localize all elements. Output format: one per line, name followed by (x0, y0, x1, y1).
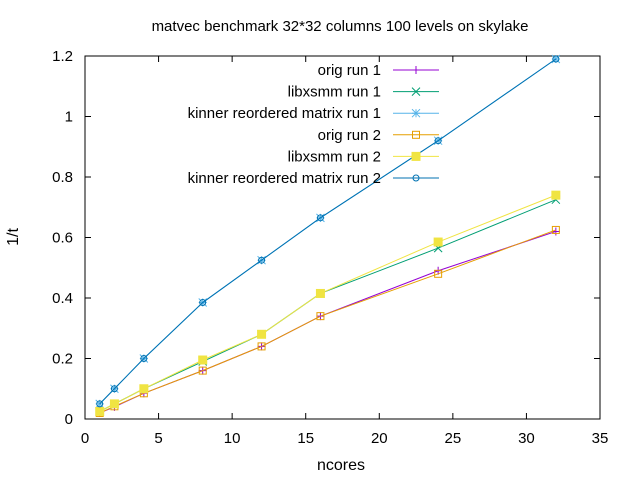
axis-ticks (84, 55, 601, 420)
data-point (412, 130, 420, 139)
data-point (198, 366, 207, 375)
legend: orig run 1 libxsmm run 1 kinner reordered … (188, 62, 439, 187)
y-tick-label: 0.4 (52, 290, 73, 307)
y-tick-label: 0.6 (52, 230, 73, 247)
x-axis-label: ncores (317, 457, 365, 474)
legend-entry: kinner reordered matrix run 2 (188, 170, 439, 187)
y-tick-label: 0.8 (52, 169, 73, 186)
x-tick-label: 0 (81, 430, 89, 447)
data-point (95, 399, 105, 409)
series-2 (95, 195, 561, 416)
x-tick-label: 25 (445, 430, 462, 447)
data-point (315, 288, 325, 298)
data-point (316, 214, 324, 222)
x-tick-label: 35 (592, 430, 609, 447)
y-tick-label: 0.2 (52, 351, 73, 368)
legend-label: kinner reordered matrix run 2 (188, 170, 381, 187)
data-point (257, 329, 267, 339)
x-tick-label: 30 (518, 430, 535, 447)
data-point (258, 256, 266, 264)
legend-label: orig run 2 (318, 127, 381, 144)
data-point (139, 384, 149, 394)
data-point (257, 342, 266, 351)
x-tick-label: 20 (371, 430, 388, 447)
data-point (434, 269, 443, 278)
data-point (551, 190, 561, 200)
data-point (316, 312, 325, 321)
series-line (99, 230, 557, 414)
data-point (199, 299, 207, 307)
y-tick-label: 1 (65, 109, 73, 126)
data-point (198, 355, 208, 365)
series-line (99, 194, 557, 412)
data-point (412, 66, 420, 74)
data-point (140, 355, 148, 362)
data-point (411, 151, 421, 161)
series-line (99, 229, 557, 414)
legend-entry: libxsmm run 2 (288, 148, 439, 165)
data-point (109, 399, 119, 409)
data-point (552, 55, 560, 63)
legend-label: libxsmm run 1 (288, 84, 381, 101)
legend-label: kinner reordered matrix run 1 (188, 105, 381, 122)
data-point (433, 237, 443, 247)
legend-label: orig run 1 (318, 62, 381, 79)
data-point (411, 108, 421, 118)
series-1 (95, 227, 560, 417)
legend-entry: orig run 2 (318, 127, 439, 144)
legend-entry: libxsmm run 1 (288, 84, 439, 101)
legend-label: libxsmm run 2 (288, 148, 381, 165)
data-point (411, 87, 421, 96)
legend-entry: orig run 1 (318, 62, 439, 79)
axis-tick-labels: 0 5 10 15 20 25 30 35 0 0.2 0.4 0.6 0.8 1 1.2 (52, 48, 608, 447)
data-point (551, 225, 560, 234)
y-tick-label: 0 (65, 411, 73, 428)
x-tick-label: 15 (297, 430, 314, 447)
series-4 (95, 225, 560, 417)
data-point (412, 174, 420, 182)
chart-title: matvec benchmark 32*32 columns 100 level… (152, 18, 529, 35)
x-tick-label: 10 (224, 430, 241, 447)
legend-entry: kinner reordered matrix run 1 (188, 105, 439, 122)
data-point (96, 400, 104, 408)
data-point (434, 137, 442, 145)
y-axis-label: 1/t (5, 228, 22, 246)
data-point (110, 385, 118, 393)
y-tick-label: 1.2 (52, 48, 73, 65)
series-5 (95, 190, 561, 416)
series-line (99, 199, 557, 412)
x-tick-label: 5 (154, 430, 162, 447)
data-point (95, 406, 105, 416)
